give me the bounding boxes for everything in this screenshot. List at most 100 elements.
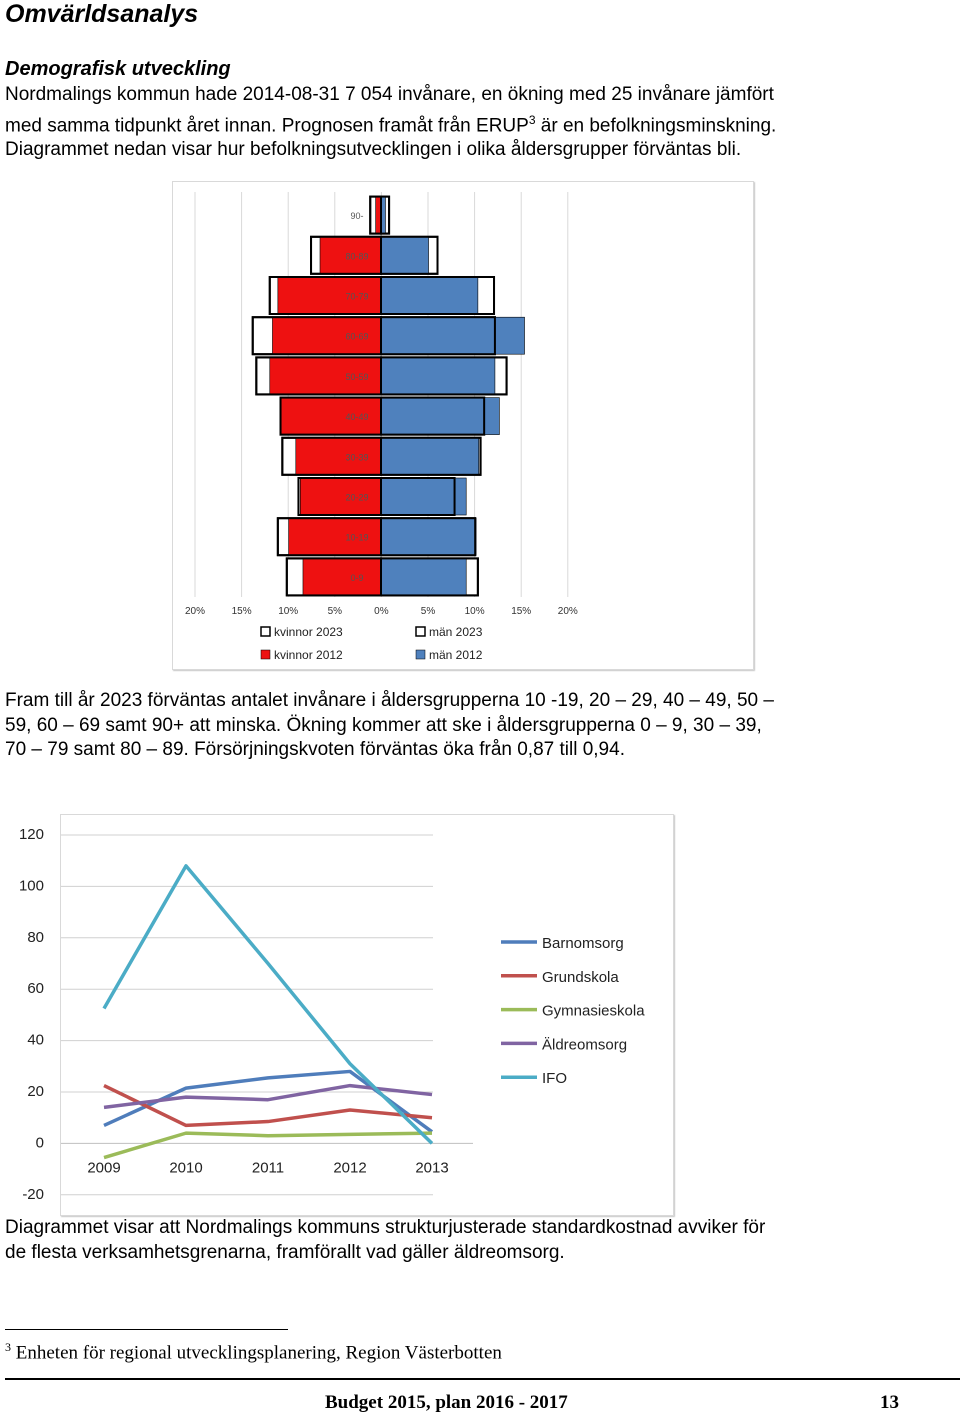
bar-man-2012-80-89 [380, 236, 429, 275]
x-tick-label-2012: 2012 [333, 1159, 366, 1176]
series-line-grundskola [103, 1084, 433, 1128]
intro-paragraph: Nordmalings kommun hade 2014-08-31 7 054… [5, 83, 905, 163]
after-line-1: Diagrammet visar att Nordmalings kommuns… [5, 1217, 766, 1238]
y-tick-label: 40 [27, 1032, 44, 1049]
footnote-text: Enheten för regional utvecklingsplanerin… [11, 1342, 502, 1364]
category-label-0-9: 0-9 [350, 573, 363, 583]
x-tick-label: 20% [558, 606, 578, 617]
legend-label-man-2023: män 2023 [429, 625, 483, 639]
section-heading: Demografisk utveckling [5, 58, 231, 80]
outline-man-2023-60-69 [380, 316, 496, 356]
bar-kvinnor-2012-10-19 [288, 517, 382, 556]
y-tick-label: 120 [19, 826, 44, 843]
x-tick-label: 0% [374, 606, 389, 617]
intro-line-2a: med samma tidpunkt året innan. Prognosen… [5, 114, 529, 136]
legend-swatch-man-2023 [415, 626, 426, 637]
category-label-90-: 90- [350, 211, 363, 221]
x-tick-label: 5% [421, 606, 436, 617]
legend-label-aldreomsorg: Äldreomsorg [542, 1036, 627, 1053]
y-tick-label: -20 [22, 1186, 44, 1203]
x-tick-label: 15% [232, 606, 252, 617]
category-label-10-19: 10-19 [345, 533, 368, 543]
legend-label-barnomsorg: Barnomsorg [542, 935, 624, 952]
y-tick-label: 60 [27, 980, 44, 997]
bar-man-2012-60-69 [380, 316, 525, 355]
page-number: 13 [880, 1392, 899, 1413]
category-label-20-29: 20-29 [345, 493, 368, 503]
bar-kvinnor-2012-80-89 [319, 236, 382, 275]
footnote-rule [5, 1329, 288, 1330]
outline-man-2023-70-79 [380, 276, 496, 315]
middle-line-3: 70 – 79 samt 80 – 89. Försörjningskvoten… [5, 739, 625, 760]
x-tick-label: 15% [511, 606, 531, 617]
x-tick-label: 5% [328, 606, 343, 617]
category-label-80-89: 80-89 [345, 251, 368, 261]
intro-line-2b: är en befolkningsminskning. [535, 114, 777, 136]
middle-line-1: Fram till år 2023 förväntas antalet invå… [5, 690, 774, 711]
x-tick-label: 10% [465, 606, 485, 617]
y-tick-label: 100 [19, 877, 44, 894]
category-label-50-59: 50-59 [345, 372, 368, 382]
outline-man-2023-30-39 [380, 436, 482, 476]
bar-kvinnor-2012-0-9 [302, 558, 382, 596]
legend-label-grundskola: Grundskola [542, 969, 619, 986]
legend-label-ifo: IFO [542, 1070, 567, 1087]
legend-swatch-kvinnor-2012 [260, 649, 271, 660]
outline-man-2023-80-89 [380, 235, 439, 275]
x-tick-label: 20% [185, 606, 205, 617]
line-chart-y-axis: 120 100 80 60 40 20 0 -20 [19, 826, 44, 1203]
intro-line-3: Diagrammet nedan visar hur befolkningsut… [5, 139, 742, 161]
legend-swatch-man-2012 [415, 649, 426, 660]
outline-man-2023-0-9 [380, 557, 479, 597]
y-tick-label: 20 [27, 1083, 44, 1100]
bar-man-2012-0-9 [380, 558, 467, 596]
y-tick-label: 0 [36, 1134, 44, 1151]
legend-label-kvinnor-2012: kvinnor 2012 [274, 648, 343, 662]
bar-man-2012-30-39 [380, 437, 480, 476]
outline-man-2023-40-49 [380, 396, 486, 436]
middle-paragraph: Fram till år 2023 förväntas antalet invå… [5, 689, 905, 763]
footer-title: Budget 2015, plan 2016 - 2017 [325, 1392, 568, 1413]
bar-kvinnor-2012-20-29 [299, 477, 382, 516]
category-label-60-69: 60-69 [345, 332, 368, 342]
category-label-70-79: 70-79 [345, 292, 368, 302]
legend-swatch-kvinnor-2023 [260, 626, 271, 637]
x-tick-label: 10% [278, 606, 298, 617]
legend-label-kvinnor-2023: kvinnor 2023 [274, 625, 343, 639]
outline-man-2023-20-29 [380, 477, 456, 516]
footnote-ref: 3 [528, 112, 536, 127]
outline-man-2023-90- [380, 195, 391, 235]
footnote-marker: 3 [5, 1340, 11, 1354]
y-tick-label: 80 [27, 929, 44, 946]
x-tick-label-2010: 2010 [169, 1159, 202, 1176]
category-label-30-39: 30-39 [345, 452, 368, 462]
after-paragraph: Diagrammet visar att Nordmalings kommuns… [5, 1216, 905, 1265]
category-label-40-49: 40-49 [345, 412, 368, 422]
population-pyramid-chart: 0-9 10-19 20-29 30-39 40-49 50-59 60-69 70-79 80… [172, 181, 754, 670]
outline-man-2023-50-59 [380, 356, 508, 396]
x-tick-label-2009: 2009 [87, 1159, 120, 1176]
bar-man-2012-50-59 [380, 357, 496, 395]
outline-man-2023-10-19 [380, 517, 477, 557]
intro-line-1: Nordmalings kommun hade 2014-08-31 7 054… [5, 84, 774, 105]
series-line-ifo [102, 864, 434, 1145]
footnote: 3 Enheten för regional utvecklingsplaner… [5, 1340, 502, 1364]
legend-label-gymnasieskola: Gymnasieskola [542, 1003, 645, 1020]
bar-man-2012-10-19 [380, 517, 477, 556]
bar-man-2012-70-79 [380, 276, 479, 315]
bar-man-2012-40-49 [380, 397, 500, 435]
after-line-2: de flesta verksamhetsgrenarna, framföral… [5, 1241, 565, 1263]
bar-man-2012-20-29 [380, 477, 467, 516]
line-chart-svg: 2009 2010 2011 2012 2013 Barnomsorg Grundskola… [61, 834, 645, 1196]
series-line-gymnasieskola [103, 1131, 433, 1160]
bar-kvinnor-2012-60-69 [272, 316, 382, 355]
bar-kvinnor-2012-50-59 [269, 357, 382, 395]
middle-line-2: 59, 60 – 69 samt 90+ att minska. Ökning … [5, 714, 762, 736]
population-pyramid-svg: 0-9 10-19 20-29 30-39 40-49 50-59 60-69 70-79 80… [185, 192, 578, 662]
x-tick-label-2013: 2013 [415, 1159, 448, 1176]
legend-label-man-2012: män 2012 [429, 648, 483, 662]
bar-kvinnor-2012-30-39 [295, 437, 382, 476]
cost-deviation-line-chart: 2009 2010 2011 2012 2013 Barnomsorg Grundskola… [60, 814, 674, 1216]
footer-rule [5, 1378, 960, 1380]
bar-kvinnor-2012-70-79 [277, 276, 382, 315]
